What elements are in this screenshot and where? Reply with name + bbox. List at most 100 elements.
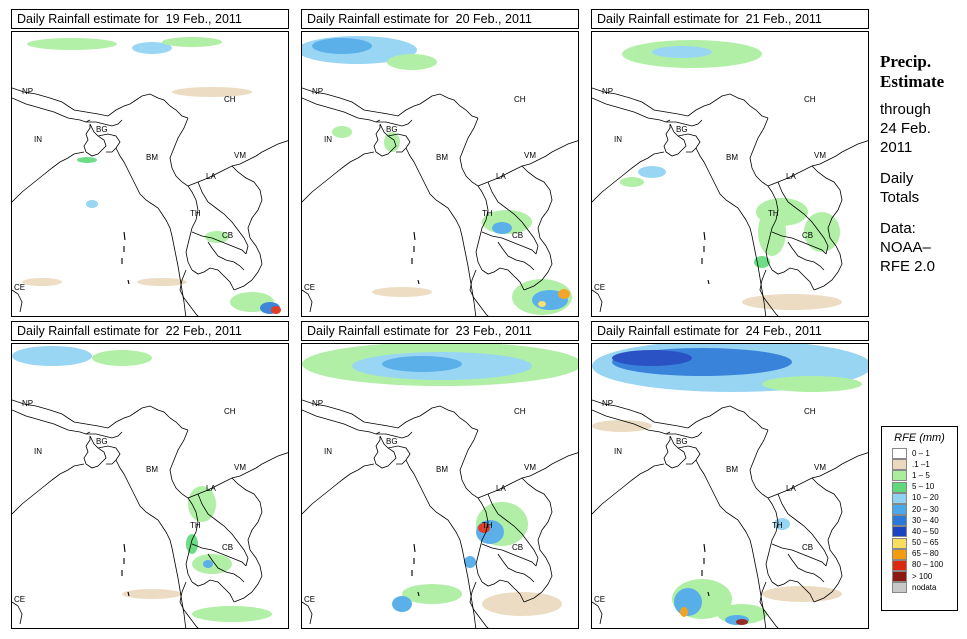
legend-swatch: [892, 504, 907, 516]
rainfall-map: NP CH IN BG BM VM LA TH CB CE: [591, 343, 869, 629]
label-cb: CB: [802, 231, 813, 240]
panel-title: Daily Rainfall estimate for 21 Feb., 201…: [591, 9, 869, 29]
label-ch: CH: [804, 95, 816, 104]
through-line3: 2011: [880, 139, 913, 156]
legend-swatch: [892, 492, 907, 504]
legend-label: 65 – 80: [912, 549, 939, 559]
label-cb: CB: [512, 231, 523, 240]
rainfall-map: NP CH IN BG BM VM LA TH CB CE: [11, 343, 289, 629]
data-line1: Data:: [880, 220, 916, 237]
label-th: TH: [768, 209, 779, 218]
label-th: TH: [482, 521, 493, 530]
legend-swatch: [892, 571, 907, 583]
label-ch: CH: [804, 407, 816, 416]
legend-swatch: [892, 537, 907, 549]
legend-swatch: [892, 470, 907, 482]
legend-item: 30 – 40: [882, 515, 957, 527]
legend-label: 10 – 20: [912, 493, 939, 503]
label-ch: CH: [514, 407, 526, 416]
legend-item: > 100: [882, 571, 957, 583]
legend-swatch: [892, 459, 907, 471]
data-line3: RFE 2.0: [880, 258, 936, 275]
label-bm: BM: [146, 153, 158, 162]
label-cb: CB: [802, 543, 813, 552]
panel-title: Daily Rainfall estimate for 24 Feb., 201…: [591, 321, 869, 341]
legend-label: 30 – 40: [912, 515, 939, 525]
legend-label: > 100: [912, 571, 933, 581]
rfe-legend: RFE (mm) 0 – 1.1 –1 1 – 5 5 – 10 10 – 20 20 …: [881, 426, 958, 611]
label-bm: BM: [436, 465, 448, 474]
label-vm: VM: [524, 463, 536, 472]
label-vm: VM: [814, 463, 826, 472]
daily-line1: Daily: [880, 170, 914, 187]
legend-swatch: [892, 526, 907, 538]
label-la: LA: [206, 172, 216, 181]
label-vm: VM: [234, 151, 246, 160]
label-th: TH: [482, 209, 493, 218]
label-bm: BM: [726, 153, 738, 162]
legend-item: 10 – 20: [882, 492, 957, 504]
label-np: NP: [602, 399, 613, 408]
heading-line1: Precip.: [880, 52, 932, 71]
legend-item: 1 – 5: [882, 470, 957, 482]
legend-label: .1 –1: [912, 459, 930, 469]
panel-title: Daily Rainfall estimate for 19 Feb., 201…: [11, 9, 289, 29]
label-ce: CE: [304, 283, 315, 292]
legend-item: 20 – 30: [882, 504, 957, 516]
label-cb: CB: [512, 543, 523, 552]
legend-label: 0 – 1: [912, 448, 930, 458]
label-np: NP: [602, 87, 613, 96]
label-ce: CE: [14, 283, 25, 292]
label-bg: BG: [386, 125, 398, 134]
legend-item: 65 – 80: [882, 548, 957, 560]
legend-label: 40 – 50: [912, 526, 939, 536]
label-bg: BG: [96, 437, 108, 446]
legend-label: 80 – 100: [912, 560, 944, 570]
rainfall-map: NP CH IN BG BM VM LA TH CB CE: [591, 31, 869, 317]
label-in: IN: [324, 447, 332, 456]
label-ce: CE: [304, 595, 315, 604]
heading-line2: Estimate: [880, 72, 945, 91]
rainfall-map: NP CH IN BG BM VM LA TH CB CE: [11, 31, 289, 317]
label-la: LA: [786, 484, 796, 493]
legend-item: 5 – 10: [882, 481, 957, 493]
label-np: NP: [312, 87, 323, 96]
legend-label: 20 – 30: [912, 504, 939, 514]
legend-label: 1 – 5: [912, 470, 930, 480]
legend-item: 40 – 50: [882, 526, 957, 538]
label-ch: CH: [224, 407, 236, 416]
label-ch: CH: [224, 95, 236, 104]
label-np: NP: [22, 399, 33, 408]
legend-swatch: [892, 559, 907, 571]
label-in: IN: [34, 447, 42, 456]
label-ce: CE: [14, 595, 25, 604]
label-cb: CB: [222, 231, 233, 240]
rainfall-map: NP CH IN BG BM VM LA TH CB CE: [301, 343, 579, 629]
legend-swatch: [892, 515, 907, 527]
legend-label: 5 – 10: [912, 482, 935, 492]
rainfall-map: NP CH IN BG BM VM LA TH CB CE: [301, 31, 579, 317]
data-line2: NOAA–: [880, 239, 931, 256]
through-line2: 24 Feb.: [880, 120, 931, 137]
label-bg: BG: [676, 437, 688, 446]
legend-item: 50 – 65: [882, 537, 957, 549]
label-la: LA: [496, 172, 506, 181]
panel-title: Daily Rainfall estimate for 20 Feb., 201…: [301, 9, 579, 29]
label-th: TH: [190, 521, 201, 530]
side-caption: Precip. Estimate through 24 Feb. 2011 Da…: [880, 52, 964, 276]
label-in: IN: [614, 447, 622, 456]
label-in: IN: [34, 135, 42, 144]
label-bg: BG: [96, 125, 108, 134]
legend-swatch: [892, 548, 907, 560]
legend-item: .1 –1: [882, 459, 957, 471]
label-ch: CH: [514, 95, 526, 104]
label-bm: BM: [146, 465, 158, 474]
label-ce: CE: [594, 283, 605, 292]
legend-rows: 0 – 1.1 –1 1 – 5 5 – 10 10 – 20 20 – 30 30 – …: [882, 448, 957, 594]
label-bg: BG: [676, 125, 688, 134]
legend-item: 0 – 1: [882, 448, 957, 460]
label-la: LA: [496, 484, 506, 493]
legend-title: RFE (mm): [894, 432, 945, 444]
label-bg: BG: [386, 437, 398, 446]
label-in: IN: [614, 135, 622, 144]
